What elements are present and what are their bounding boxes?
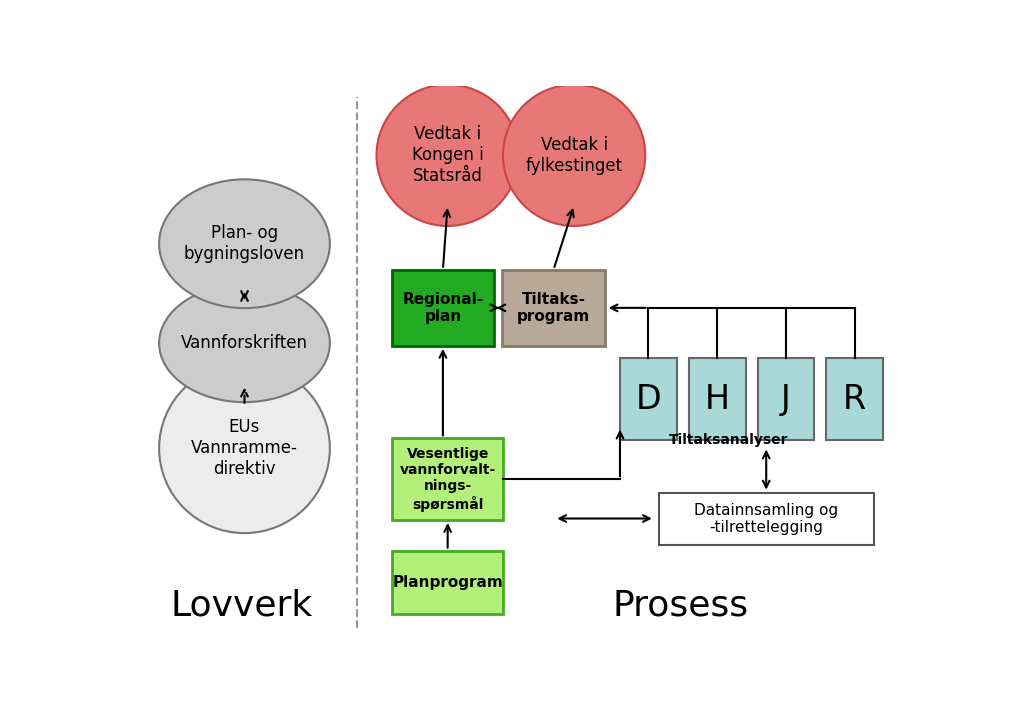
Text: Regional-
plan: Regional- plan [401,292,483,324]
Bar [658,493,873,545]
Text: Vannforskriften: Vannforskriften [180,335,308,353]
Bar [392,551,502,614]
Bar [825,358,882,440]
Ellipse shape [159,180,329,308]
Text: Tiltaks-
program: Tiltaks- program [517,292,590,324]
Bar [757,358,813,440]
Text: Planprogram: Planprogram [392,575,502,590]
Bar [392,438,502,520]
Text: D: D [635,383,660,416]
Text: Prosess: Prosess [612,589,748,623]
Bar [620,358,677,440]
Text: EUs
Vannramme-
direktiv: EUs Vannramme- direktiv [191,419,298,478]
Text: Lovverk: Lovverk [171,589,313,623]
Text: Vesentlige
vannforvalt-
nings-
spørsmål: Vesentlige vannforvalt- nings- spørsmål [399,447,495,512]
Text: Tiltaksanalyser: Tiltaksanalyser [667,433,788,447]
Ellipse shape [159,284,329,402]
Ellipse shape [376,85,519,226]
Text: Vedtak i
Kongen i
Statsråd: Vedtak i Kongen i Statsråd [412,126,483,185]
Text: H: H [704,383,729,416]
Text: Datainnsamling og
-tilrettelegging: Datainnsamling og -tilrettelegging [694,503,838,535]
Ellipse shape [159,363,329,533]
Bar [501,270,604,346]
Bar [392,270,493,346]
Ellipse shape [502,85,645,226]
Text: R: R [843,383,865,416]
Text: J: J [781,383,790,416]
Text: Vedtak i
fylkestinget: Vedtak i fylkestinget [525,136,622,174]
Bar [688,358,745,440]
Text: Plan- og
bygningsloven: Plan- og bygningsloven [183,224,305,263]
